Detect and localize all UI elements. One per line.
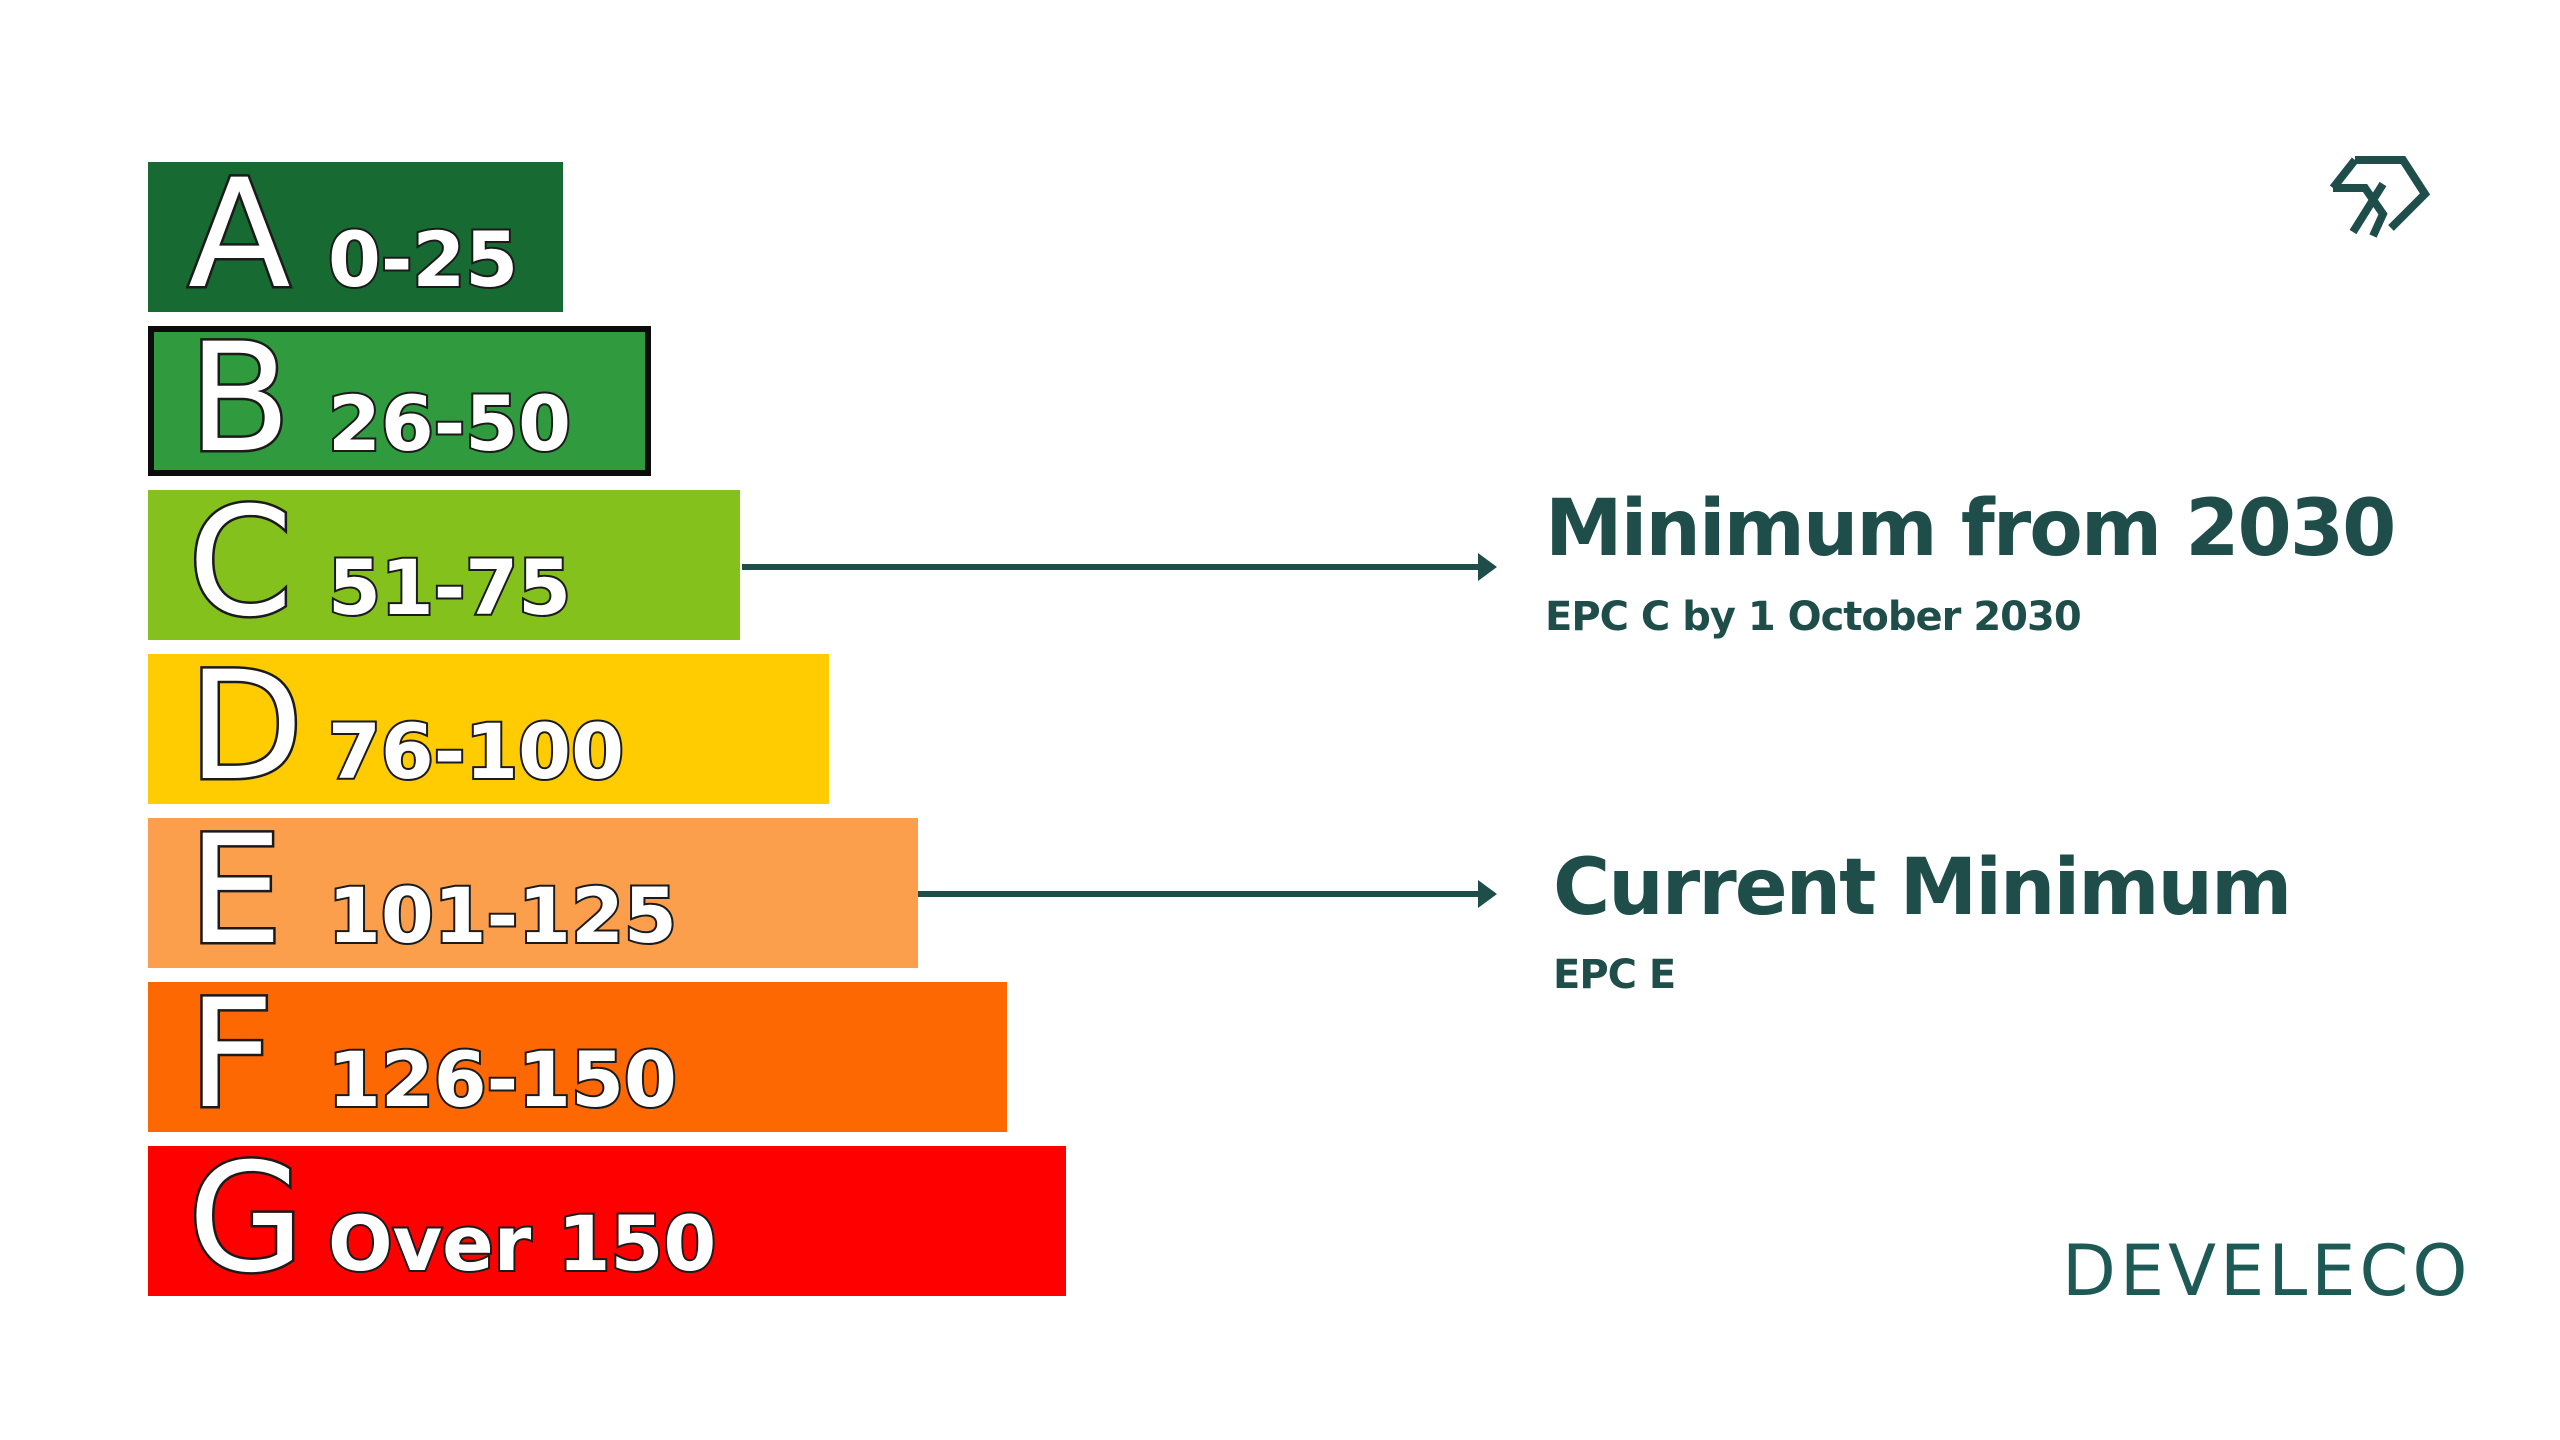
callout-subtitle-current: EPC E bbox=[1553, 952, 1676, 998]
callout-subtitle-2030: EPC C by 1 October 2030 bbox=[1545, 594, 2082, 640]
band-range: Over 150 bbox=[326, 1197, 718, 1290]
band-letter: A bbox=[186, 148, 294, 323]
epc-band-d: D 76-100 bbox=[148, 640, 829, 815]
band-range: 101-125 bbox=[326, 869, 679, 962]
band-letter: G bbox=[185, 1132, 306, 1307]
epc-band-c: C 51-75 bbox=[148, 476, 740, 651]
arrow-to-current-minimum bbox=[918, 880, 1497, 908]
callout-title-current: Current Minimum bbox=[1553, 843, 2292, 933]
callout-title-2030: Minimum from 2030 bbox=[1545, 484, 2396, 574]
band-range: 0-25 bbox=[326, 213, 520, 306]
epc-band-e: E 101-125 bbox=[148, 804, 918, 979]
arrow-to-minimum-2030 bbox=[742, 553, 1497, 581]
band-letter: C bbox=[186, 476, 296, 651]
band-range: 76-100 bbox=[326, 705, 626, 798]
band-letter: E bbox=[186, 804, 286, 979]
band-letter: B bbox=[186, 312, 294, 487]
epc-band-b: B 26-50 bbox=[148, 312, 651, 487]
epc-band-a: A 0-25 bbox=[148, 148, 563, 323]
band-range: 51-75 bbox=[326, 541, 573, 634]
band-letter: D bbox=[186, 640, 306, 815]
band-letter: F bbox=[185, 968, 276, 1143]
band-range: 126-150 bbox=[326, 1033, 679, 1126]
epc-band-g: G Over 150 bbox=[148, 1132, 1066, 1307]
band-range: 26-50 bbox=[326, 377, 573, 470]
develeco-wordmark: DEVELECO bbox=[2062, 1230, 2472, 1312]
epc-band-f: F 126-150 bbox=[148, 968, 1007, 1143]
develeco-mark-icon bbox=[2329, 156, 2431, 238]
